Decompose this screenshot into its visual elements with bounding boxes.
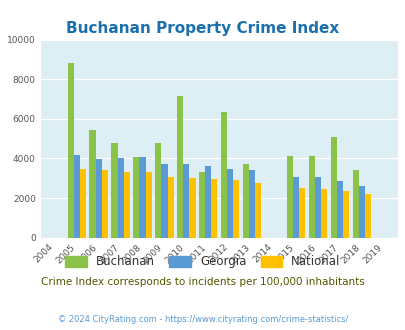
Bar (139, 157, 145, 238)
Bar (189, 178, 195, 238)
Bar (298, 188, 305, 238)
Legend: Buchanan, Georgia, National: Buchanan, Georgia, National (62, 252, 343, 272)
Bar (80, 169, 86, 238)
Text: © 2024 CityRating.com - https://www.cityrating.com/crime-statistics/: © 2024 CityRating.com - https://www.city… (58, 315, 347, 324)
Text: Crime Index corresponds to incidents per 100,000 inhabitants: Crime Index corresponds to incidents per… (41, 278, 364, 287)
Bar (183, 164, 189, 238)
Bar (198, 172, 205, 238)
Bar (177, 96, 183, 238)
Bar (117, 158, 124, 238)
Bar (205, 166, 211, 238)
Bar (102, 170, 108, 238)
Bar (111, 143, 117, 238)
Bar (124, 172, 130, 238)
Bar (308, 156, 314, 238)
Text: Buchanan Property Crime Index: Buchanan Property Crime Index (66, 21, 339, 36)
Bar (167, 177, 173, 238)
Bar (342, 191, 348, 238)
Bar (233, 180, 239, 238)
Bar (74, 155, 80, 238)
Bar (320, 189, 326, 238)
Bar (314, 177, 320, 238)
Bar (248, 170, 255, 238)
Bar (336, 181, 342, 238)
Bar (226, 169, 233, 238)
Bar (67, 63, 74, 238)
Bar (330, 137, 336, 238)
Bar (255, 183, 261, 238)
Bar (145, 172, 151, 238)
Bar (242, 164, 248, 238)
Bar (292, 177, 298, 238)
Bar (96, 159, 102, 238)
Bar (133, 157, 139, 238)
Bar (358, 186, 364, 238)
Bar (161, 164, 167, 238)
Bar (364, 194, 370, 238)
Bar (220, 112, 226, 238)
Bar (89, 130, 96, 238)
Bar (211, 179, 217, 238)
Bar (286, 156, 292, 238)
Bar (155, 143, 161, 238)
Bar (352, 170, 358, 238)
